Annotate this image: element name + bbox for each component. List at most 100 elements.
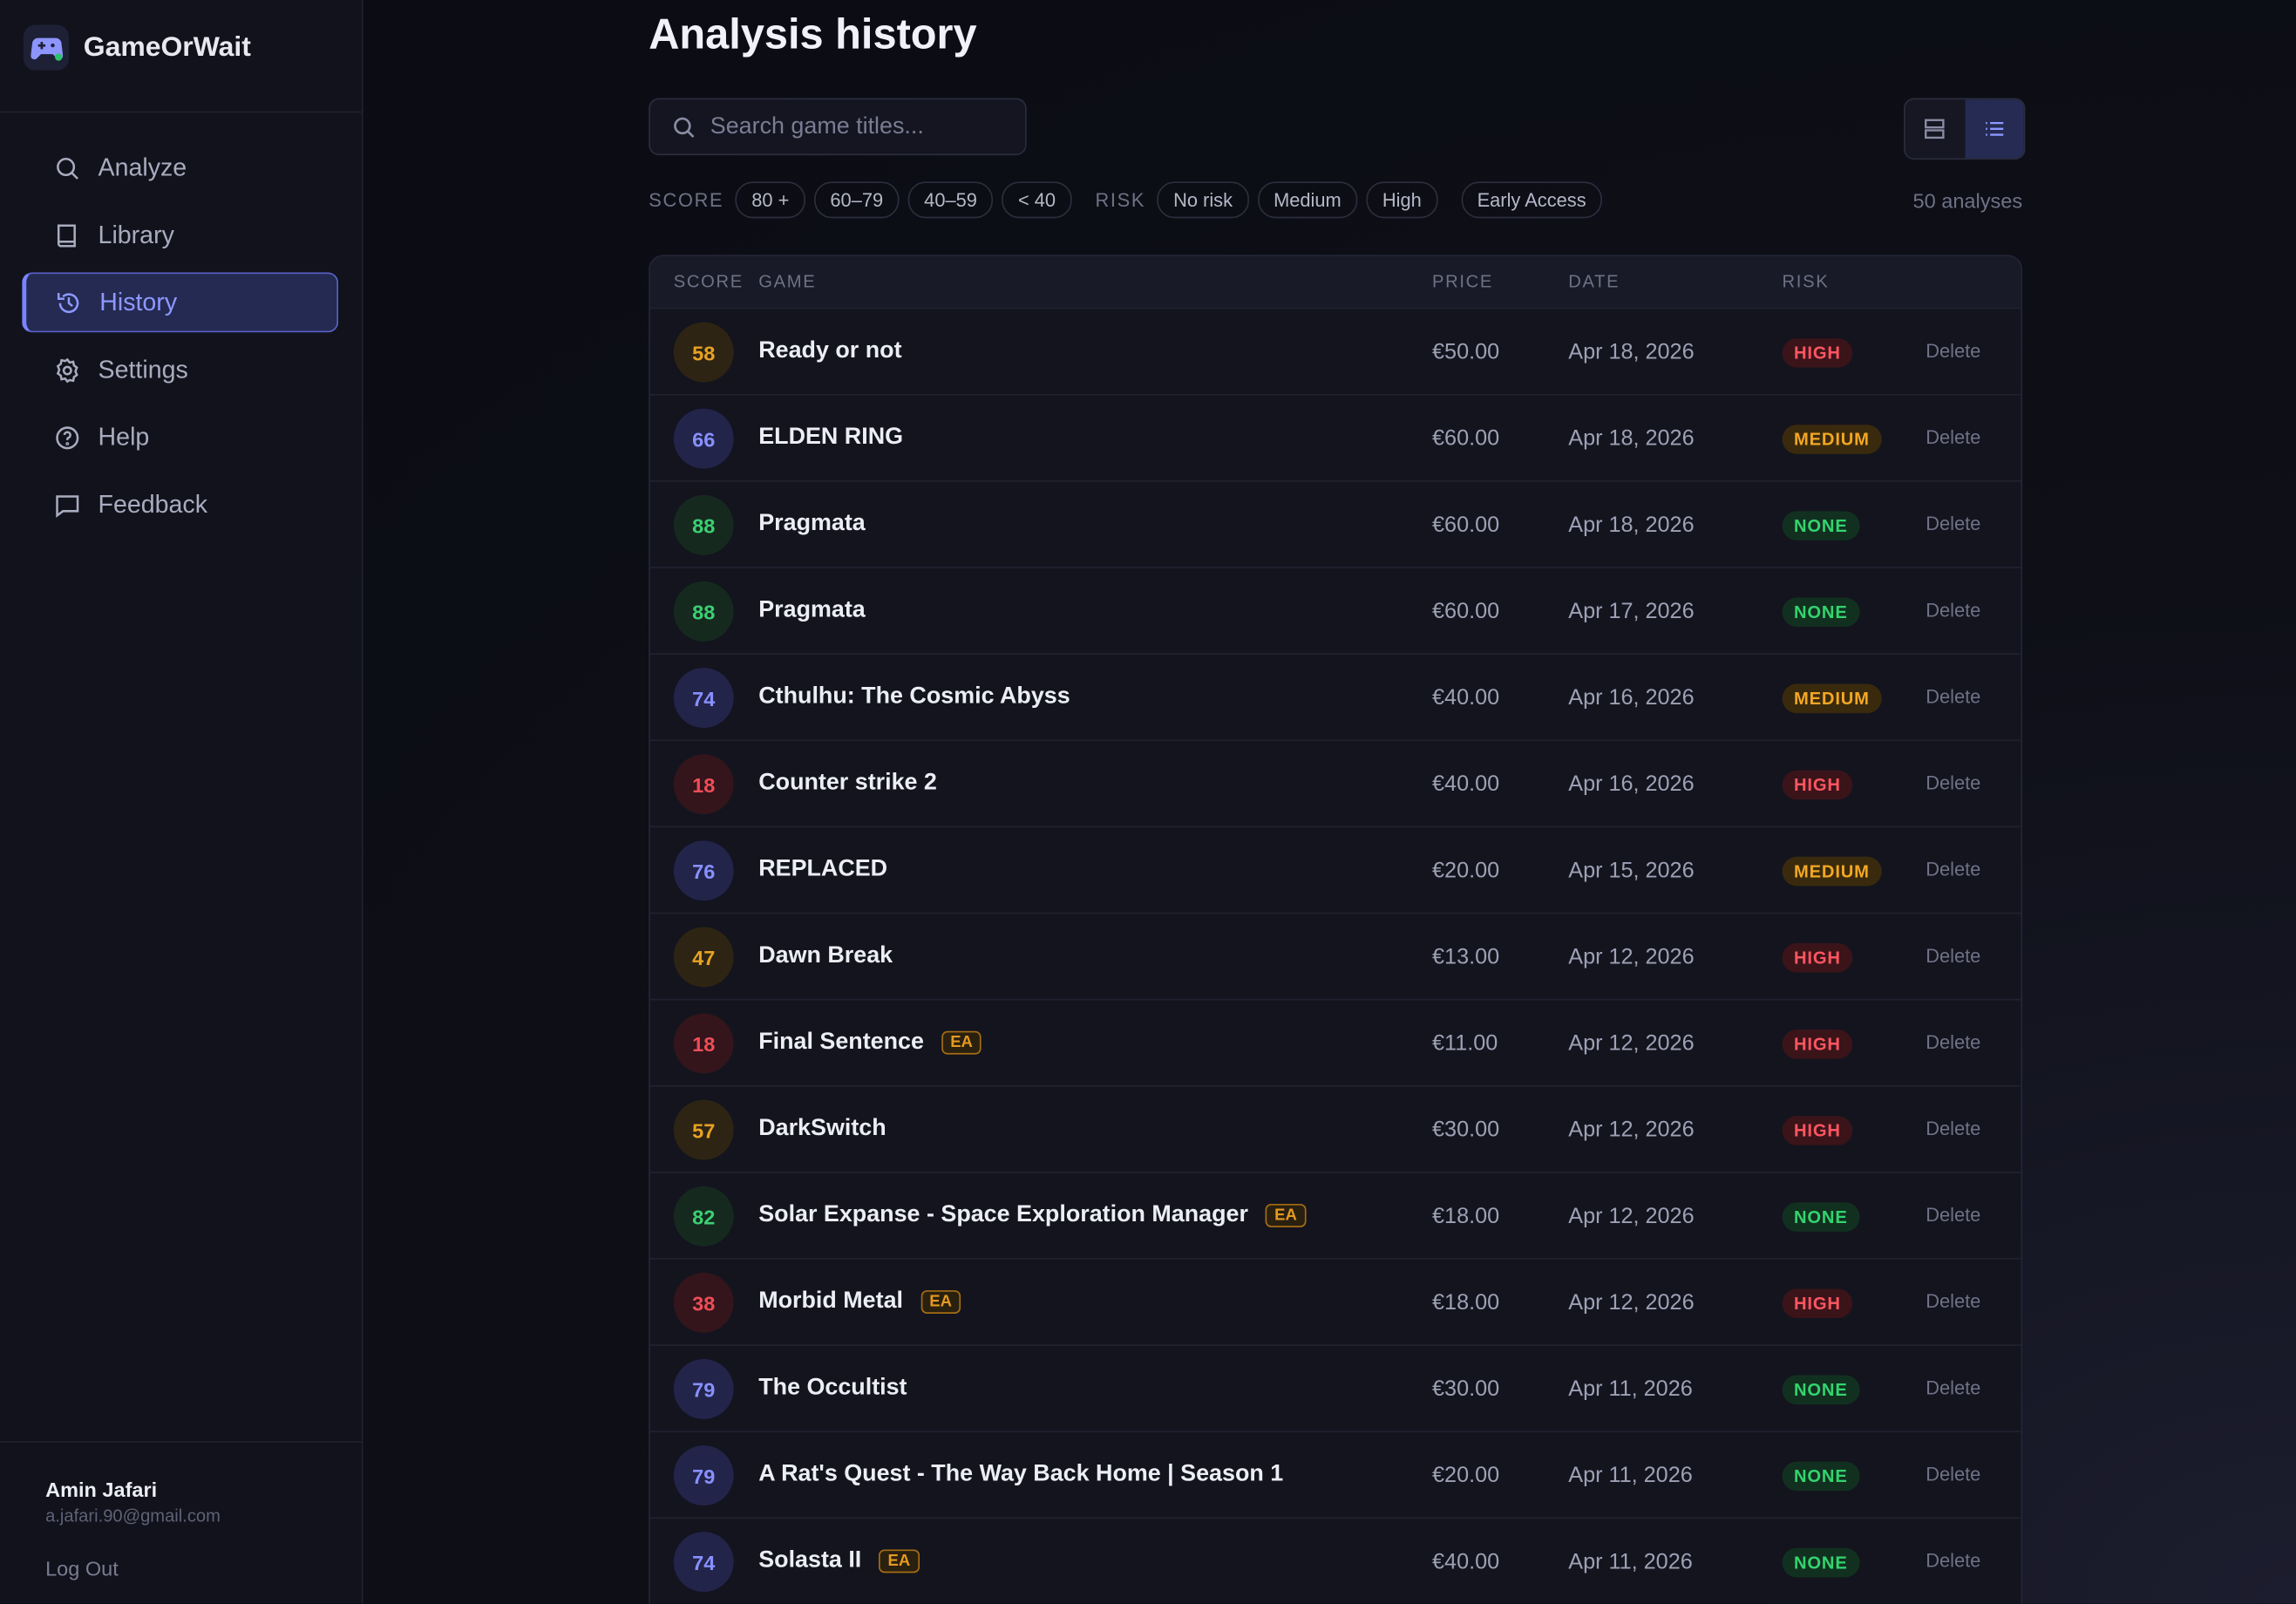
score-badge: 38 xyxy=(673,1272,734,1333)
risk-badge: HIGH xyxy=(1782,1116,1853,1145)
table-row[interactable]: 82 Solar Expanse - Space Exploration Mana… xyxy=(649,1172,2021,1260)
game-title: Dawn Break xyxy=(758,942,893,969)
filter-chip[interactable]: < 40 xyxy=(1002,181,1072,219)
price: €50.00 xyxy=(1432,339,1500,365)
game-title: Counter strike 2 xyxy=(758,770,937,796)
filter-label: RISK xyxy=(1095,188,1146,211)
table-row[interactable]: 88 Pragmata €60.00 Apr 17, 2026 NONE Delete xyxy=(649,567,2021,655)
delete-button[interactable]: Delete xyxy=(1926,1463,1981,1485)
game-cell: A Rat's Quest - The Way Back Home | Seas… xyxy=(758,1462,1283,1488)
price: €40.00 xyxy=(1432,1549,1500,1574)
delete-button[interactable]: Delete xyxy=(1926,339,1981,362)
filter-chip[interactable]: 60–79 xyxy=(813,181,900,219)
date: Apr 12, 2026 xyxy=(1568,1030,1695,1057)
nav-item[interactable]: Library xyxy=(22,205,338,265)
delete-button[interactable]: Delete xyxy=(1926,425,1981,449)
delete-button[interactable]: Delete xyxy=(1926,599,1981,622)
game-title: Solasta II xyxy=(758,1547,862,1573)
early-access-badge: EA xyxy=(1266,1203,1306,1227)
table-row[interactable]: 47 Dawn Break €13.00 Apr 12, 2026 HIGH Delete xyxy=(649,912,2021,1001)
date: Apr 12, 2026 xyxy=(1568,1290,1695,1315)
risk-badge: HIGH xyxy=(1782,942,1853,973)
game-title: Solar Expanse - Space Exploration Manage… xyxy=(758,1202,1248,1227)
game-cell: Solasta II EA xyxy=(758,1547,920,1574)
game-title: Final Sentence xyxy=(758,1030,924,1055)
score-badge: 88 xyxy=(673,581,734,642)
filter-chip[interactable]: 80 + xyxy=(735,181,805,219)
score-badge: 74 xyxy=(673,1532,734,1593)
nav-item[interactable]: Feedback xyxy=(22,474,338,534)
table-row[interactable]: 74 Cthulhu: The Cosmic Abyss €40.00 Apr 16,… xyxy=(649,653,2021,741)
nav-item[interactable]: Analyze xyxy=(22,138,338,198)
score-badge: 58 xyxy=(673,322,734,383)
delete-button[interactable]: Delete xyxy=(1926,1203,1981,1227)
delete-button[interactable]: Delete xyxy=(1926,944,1981,967)
game-cell: ELDEN RING xyxy=(758,425,903,451)
delete-button[interactable]: Delete xyxy=(1926,513,1981,535)
table-row[interactable]: 66 ELDEN RING €60.00 Apr 18, 2026 MEDIUM Dele… xyxy=(649,393,2021,482)
score-badge: 76 xyxy=(673,840,734,901)
delete-button[interactable]: Delete xyxy=(1926,1549,1981,1572)
filter-label: SCORE xyxy=(649,188,724,211)
table-row[interactable]: 58 Ready or not €50.00 Apr 18, 2026 HIGH Dele… xyxy=(649,307,2021,396)
date: Apr 16, 2026 xyxy=(1568,771,1695,797)
nav-label: Help xyxy=(98,422,150,451)
delete-button[interactable]: Delete xyxy=(1926,1117,1981,1140)
filter-chip[interactable]: No risk xyxy=(1157,181,1249,219)
filter-chip[interactable]: High xyxy=(1366,181,1438,219)
sidebar: GameOrWait Analyze Library History Settings… xyxy=(0,0,363,1604)
divider xyxy=(0,111,362,113)
table-row[interactable]: 18 Final Sentence EA €11.00 Apr 12, 2026 HIGH… xyxy=(649,998,2021,1087)
date: Apr 12, 2026 xyxy=(1568,1117,1695,1143)
game-cell: Ready or not xyxy=(758,338,901,364)
card-view[interactable] xyxy=(1905,99,1965,158)
table-row[interactable]: 79 A Rat's Quest - The Way Back Home | Se… xyxy=(649,1431,2021,1519)
delete-button[interactable]: Delete xyxy=(1926,858,1981,880)
delete-button[interactable]: Delete xyxy=(1926,685,1981,708)
score-badge: 88 xyxy=(673,494,734,555)
delete-button[interactable]: Delete xyxy=(1926,1030,1981,1053)
early-access-badge: EA xyxy=(879,1549,920,1573)
table-row[interactable]: 88 Pragmata €60.00 Apr 18, 2026 NONE Delete xyxy=(649,480,2021,568)
price: €20.00 xyxy=(1432,1463,1500,1488)
game-cell: Dawn Break xyxy=(758,943,893,969)
nav-item[interactable]: Settings xyxy=(22,340,338,400)
table-row[interactable]: 79 The Occultist €30.00 Apr 11, 2026 NONE Del… xyxy=(649,1344,2021,1432)
table-row[interactable]: 76 REPLACED €20.00 Apr 15, 2026 MEDIUM Delete xyxy=(649,826,2021,914)
early-access-badge: EA xyxy=(920,1290,961,1314)
delete-button[interactable]: Delete xyxy=(1926,1376,1981,1399)
score-badge: 74 xyxy=(673,668,734,728)
search-box[interactable]: Search game titles... xyxy=(649,98,1027,156)
filter-chip[interactable]: Medium xyxy=(1257,181,1358,219)
user-name: Amin Jafari xyxy=(45,1478,158,1501)
table-row[interactable]: 38 Morbid Metal EA €18.00 Apr 12, 2026 HIGH De… xyxy=(649,1258,2021,1346)
game-title: A Rat's Quest - The Way Back Home | Seas… xyxy=(758,1461,1284,1487)
table-row[interactable]: 18 Counter strike 2 €40.00 Apr 16, 2026 HIGH… xyxy=(649,739,2021,827)
game-cell: Pragmata xyxy=(758,511,866,537)
nav-label: Analyze xyxy=(98,153,187,181)
filter-chip[interactable]: 40–59 xyxy=(907,181,994,219)
price: €40.00 xyxy=(1432,771,1500,797)
game-title: Ready or not xyxy=(758,338,902,364)
filter-chip[interactable]: Early Access xyxy=(1461,181,1603,219)
delete-button[interactable]: Delete xyxy=(1926,771,1981,794)
nav-item[interactable]: Help xyxy=(22,407,338,467)
price: €40.00 xyxy=(1432,685,1500,710)
date: Apr 11, 2026 xyxy=(1568,1463,1693,1488)
game-title: ELDEN RING xyxy=(758,425,904,450)
game-title: Pragmata xyxy=(758,511,866,536)
list-view[interactable] xyxy=(1964,99,2024,159)
risk-badge: NONE xyxy=(1782,511,1860,540)
column-header: SCORE xyxy=(673,270,744,292)
nav-item[interactable]: History xyxy=(22,272,339,333)
risk-badge: MEDIUM xyxy=(1782,425,1882,454)
price: €11.00 xyxy=(1432,1030,1498,1057)
delete-button[interactable]: Delete xyxy=(1926,1290,1981,1313)
table-row[interactable]: 74 Solasta II EA €40.00 Apr 11, 2026 NONE Dele… xyxy=(649,1517,2021,1603)
risk-badge: MEDIUM xyxy=(1782,683,1882,714)
table-row[interactable]: 57 DarkSwitch €30.00 Apr 12, 2026 HIGH Delete xyxy=(649,1084,2021,1173)
risk-badge: HIGH xyxy=(1782,1288,1853,1318)
date: Apr 16, 2026 xyxy=(1568,685,1695,710)
logout[interactable]: Log Out xyxy=(45,1556,119,1580)
score-badge: 79 xyxy=(673,1359,734,1419)
